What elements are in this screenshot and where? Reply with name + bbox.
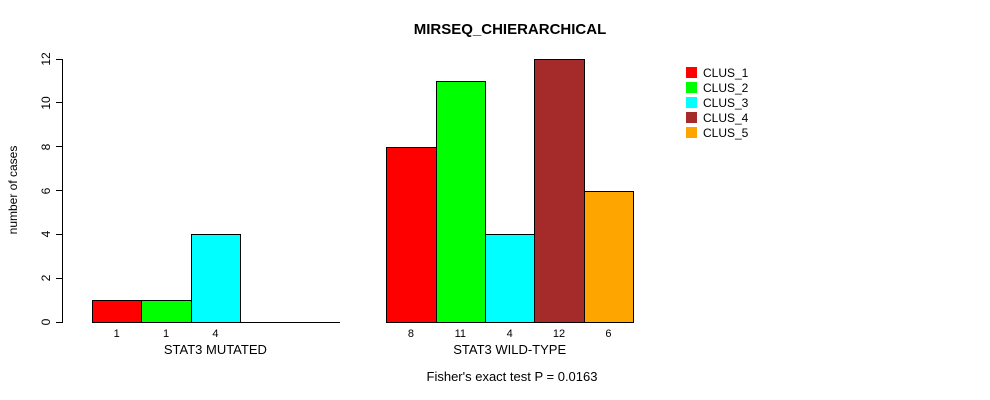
- y-axis-tick-label: 0: [39, 318, 53, 326]
- chart-title: MIRSEQ_CHIERARCHICAL: [413, 21, 607, 38]
- legend-item-clus_2: CLUS_2: [686, 80, 748, 95]
- y-axis-tick: [56, 190, 62, 191]
- y-axis-label: number of cases: [6, 145, 20, 235]
- y-axis-tick: [56, 233, 62, 235]
- bar-clus_4-group2: [534, 59, 585, 323]
- y-axis-tick: [56, 146, 62, 148]
- bar-value-label: 4: [506, 328, 513, 340]
- bar-value-label: 8: [407, 328, 415, 340]
- legend-label: CLUS_1: [703, 65, 749, 80]
- bar-value-label: 6: [605, 328, 612, 340]
- y-axis-tick-label: 8: [39, 143, 53, 150]
- legend-swatch-clus_2: [686, 82, 697, 93]
- legend-swatch-clus_1: [686, 67, 697, 78]
- bar-clus_5-group2: [583, 190, 635, 323]
- bar-clus_2-group1: [141, 300, 192, 323]
- bar-value-label: 1: [113, 328, 120, 340]
- legend-swatch-clus_4: [686, 112, 697, 123]
- legend-item-clus_5: CLUS_5: [686, 125, 748, 140]
- y-axis-tick: [56, 321, 62, 323]
- y-axis-tick: [56, 102, 62, 104]
- bar-value-label: 4: [212, 328, 219, 340]
- bar-clus_2-group2: [435, 80, 486, 323]
- legend-item-clus_3: CLUS_3: [686, 95, 748, 110]
- legend-item-clus_4: CLUS_4: [686, 110, 748, 125]
- bar-clus_3-group2: [485, 234, 536, 323]
- y-axis-tick-label: 12: [39, 52, 53, 66]
- legend-label: CLUS_5: [703, 125, 749, 140]
- y-axis-tick-label: 6: [39, 187, 53, 194]
- y-axis-line: [62, 59, 63, 323]
- legend: CLUS_1 CLUS_2 CLUS_3 CLUS_4 CLUS_5: [686, 65, 748, 140]
- legend-label: CLUS_3: [703, 95, 749, 110]
- bar-value-label: 11: [454, 328, 467, 340]
- group-label-1: STAT3 MUTATED: [163, 342, 267, 357]
- y-axis-tick-label: 4: [39, 230, 53, 238]
- legend-label: CLUS_2: [703, 80, 749, 95]
- legend-swatch-clus_3: [686, 97, 697, 108]
- bar-clus_1-group2: [386, 146, 437, 323]
- bar-value-label: 12: [552, 328, 566, 340]
- legend-swatch-clus_5: [686, 127, 697, 138]
- bar-clus_1-group1: [92, 300, 143, 323]
- y-axis-tick: [56, 58, 62, 60]
- legend-item-clus_1: CLUS_1: [686, 65, 748, 80]
- fisher-test-annotation: Fisher's exact test P = 0.0163: [426, 369, 598, 384]
- bar-clus_3-group1: [190, 234, 242, 323]
- bar-value-label: 1: [162, 328, 170, 340]
- group-label-2: STAT3 WILD-TYPE: [453, 342, 567, 357]
- y-axis-tick-label: 2: [39, 274, 53, 282]
- y-axis-tick: [56, 277, 62, 279]
- y-axis-tick-label: 10: [39, 96, 53, 110]
- legend-label: CLUS_4: [703, 110, 749, 125]
